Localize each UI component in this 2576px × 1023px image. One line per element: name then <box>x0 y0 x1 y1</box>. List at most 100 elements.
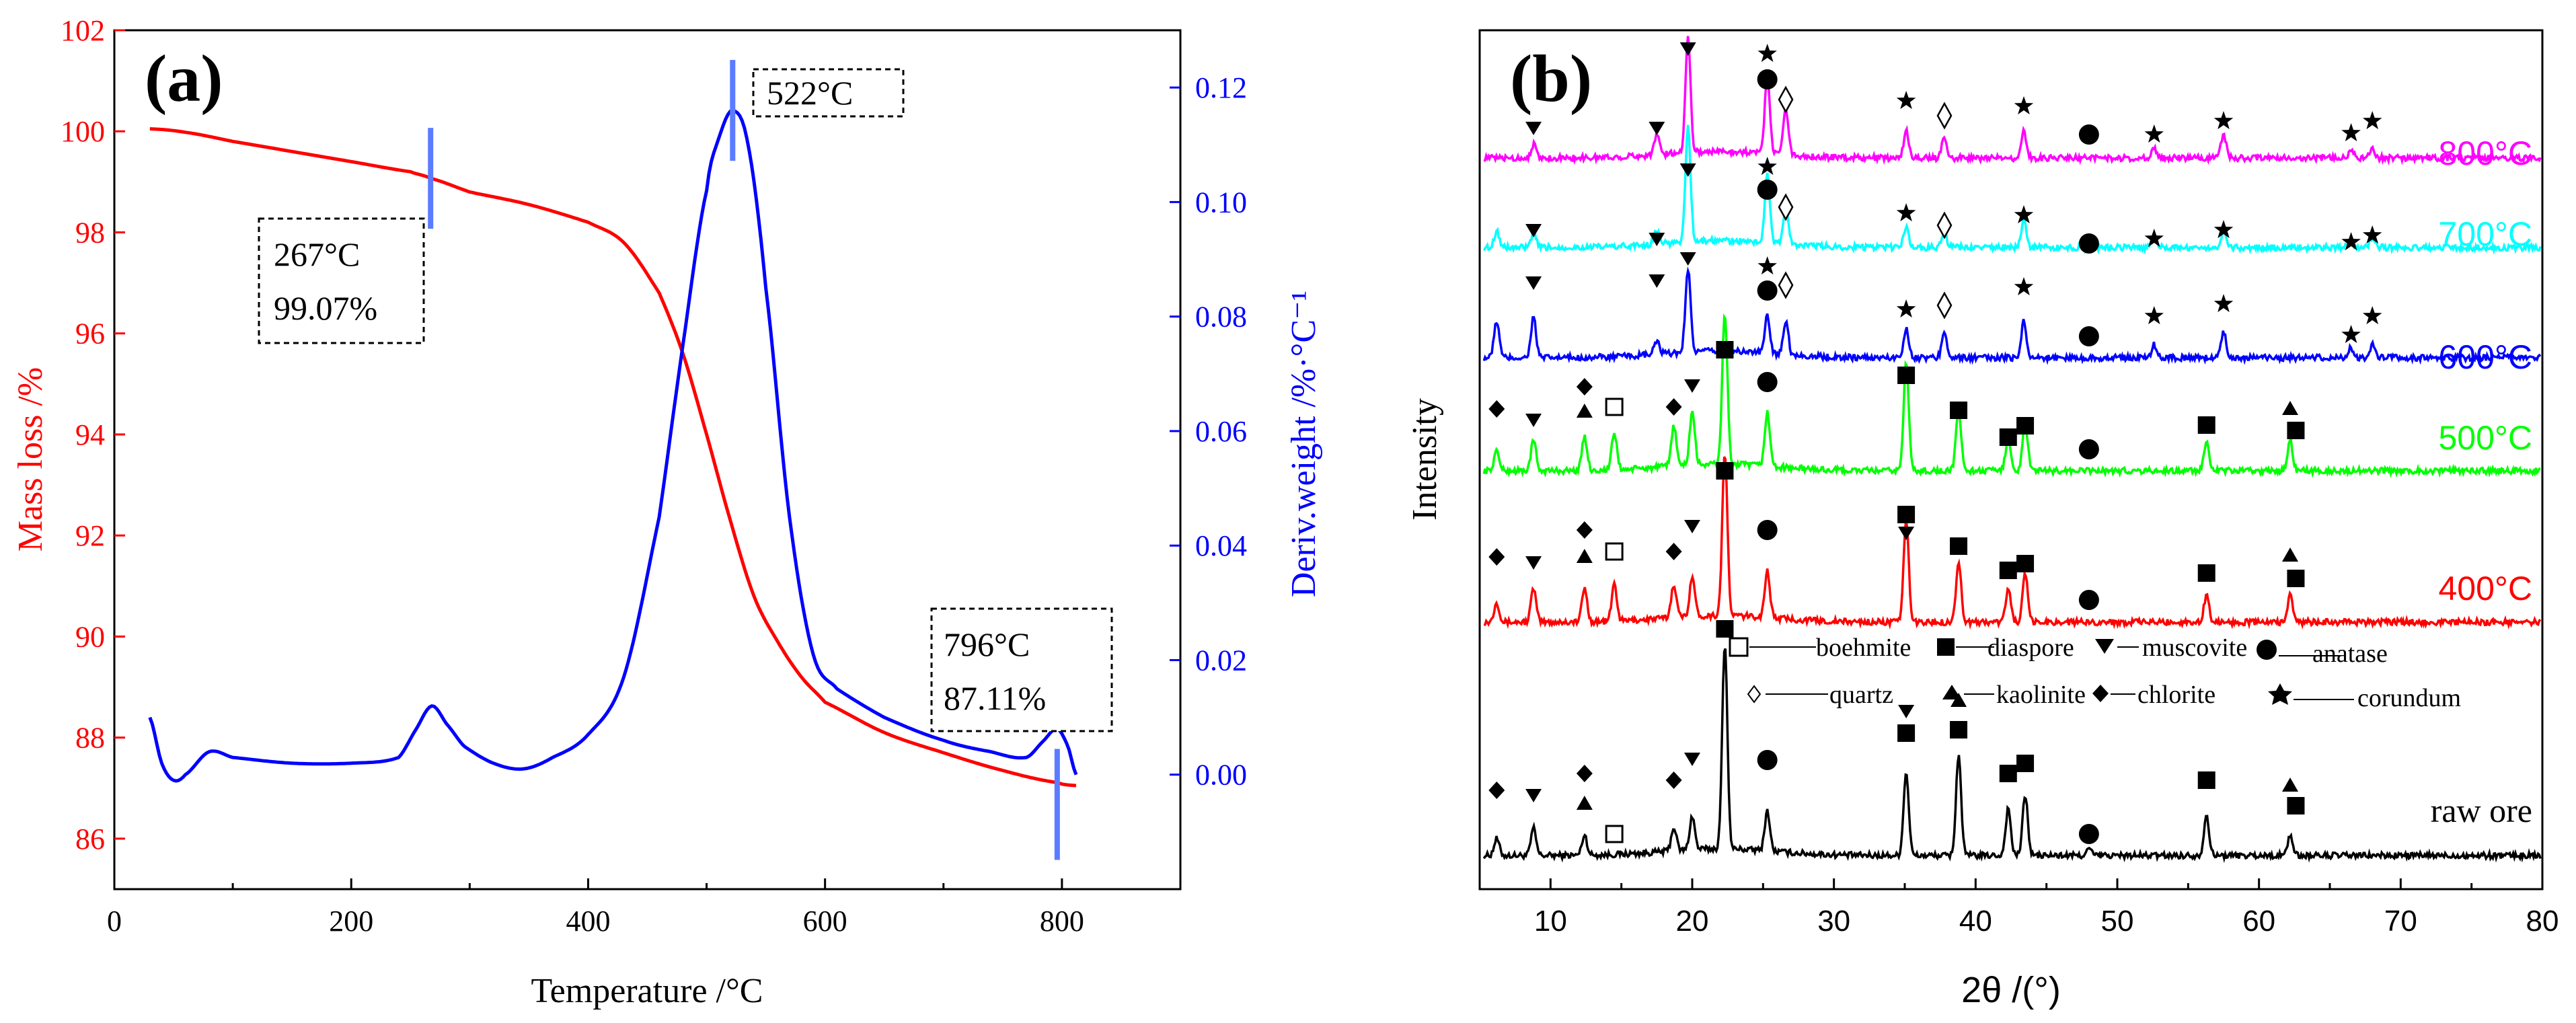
panel-a-x-axis-label: Temperature /°C <box>531 972 763 1010</box>
down-tri-marker <box>1684 520 1700 533</box>
svg-text:796°C: 796°C <box>944 626 1030 663</box>
diamond-marker <box>1488 782 1505 799</box>
star-marker <box>2213 111 2234 130</box>
open-diamond-marker <box>1936 211 1953 239</box>
star-marker <box>1896 203 1916 222</box>
circle-marker <box>2078 439 2099 459</box>
star-marker <box>2362 111 2382 130</box>
down-tri-marker <box>1649 233 1665 246</box>
star-marker <box>1757 256 1777 275</box>
circle-marker <box>1757 372 1778 392</box>
legend-kaolinite: kaolinite <box>1996 681 2086 709</box>
svg-text:87.11%: 87.11% <box>944 679 1046 717</box>
annotation-522c: 522°C <box>752 68 905 118</box>
down-tri-marker <box>1898 705 1915 718</box>
star-marker <box>2144 229 2164 248</box>
raw-ore-pattern <box>1482 648 2542 864</box>
circle-marker <box>1757 69 1778 89</box>
a-y2-tick-label: 0.10 <box>1195 186 1247 219</box>
label-400c: 400°C <box>2438 570 2532 607</box>
panel-a-x-ticks: 0 200 400 600 800 <box>107 878 1084 938</box>
a-y2-tick-label: 0.04 <box>1195 529 1247 562</box>
mass-loss-curve <box>149 127 1077 788</box>
diamond-marker <box>1488 548 1505 566</box>
circle-marker <box>2078 124 2099 145</box>
square-marker <box>2197 416 2215 434</box>
diamond-marker <box>1665 398 1682 416</box>
legend-boehmite: boehmite <box>1816 634 1911 662</box>
xrd-patterns <box>1482 36 2542 864</box>
a-y2-tick-label: 0.00 <box>1195 759 1247 792</box>
legend-anatase: anatase <box>2312 640 2388 668</box>
star-marker <box>2014 96 2034 115</box>
label-raw-ore: raw ore <box>2431 792 2532 829</box>
boehmite-legend-symbol <box>1729 637 1749 657</box>
svg-text:267°C: 267°C <box>274 235 360 273</box>
square-marker <box>1950 721 1968 738</box>
panel-b-x-axis-label: 2θ /(°) <box>1961 970 2061 1010</box>
open-square-marker <box>1605 825 1624 843</box>
square-marker <box>1897 506 1916 523</box>
down-tri-marker <box>1898 527 1915 540</box>
open-diamond-marker <box>1778 271 1794 299</box>
b-x-tick-label: 70 <box>2384 905 2417 938</box>
panel-a: (a) 0 200 400 600 800 86 88 90 92 94 96 98 100 102 0… <box>11 14 1323 1010</box>
open-square-marker <box>1605 542 1624 561</box>
label-500c: 500°C <box>2438 419 2532 457</box>
down-tri-marker <box>1649 122 1665 135</box>
label-700c: 700°C <box>2438 215 2532 253</box>
open-diamond-marker <box>1778 193 1794 221</box>
b-x-tick-label: 50 <box>2101 905 2134 938</box>
up-tri-marker <box>2282 401 2299 415</box>
square-marker <box>1897 367 1916 384</box>
a-x-tick-label: 0 <box>107 905 122 938</box>
down-tri-marker <box>1684 379 1700 393</box>
a-y-tick-label: 90 <box>75 620 105 653</box>
down-tri-marker <box>1679 252 1696 266</box>
anatase-legend-symbol <box>2257 640 2277 660</box>
legend-chlorite: chlorite <box>2137 681 2215 709</box>
legend-corundum: corundum <box>2357 684 2461 712</box>
square-marker <box>1716 341 1734 358</box>
a-y-tick-label: 94 <box>75 418 105 451</box>
square-marker <box>2287 422 2305 439</box>
diamond-marker <box>1488 400 1505 418</box>
star-marker <box>2362 306 2382 325</box>
panel-b-x-ticks: 10 20 30 40 50 60 70 80 <box>1534 878 2559 938</box>
a-x-tick-label: 600 <box>803 905 847 938</box>
square-marker <box>1716 620 1734 638</box>
square-marker <box>2016 417 2035 434</box>
phase-markers <box>1488 42 2382 844</box>
panel-a-y-ticks: 86 88 90 92 94 96 98 100 102 <box>61 14 125 856</box>
panel-a-frame <box>113 29 1182 891</box>
panel-b-label: (b) <box>1510 41 1592 116</box>
square-marker <box>1950 537 1968 555</box>
panel-b-y-axis-label: Intensity <box>1406 398 1444 521</box>
star-marker <box>2014 205 2034 224</box>
pattern-600c <box>1482 266 2542 365</box>
panel-a-y-axis-label: Mass loss /% <box>11 367 50 552</box>
kaolinite-legend-symbol <box>1942 685 1961 699</box>
star-marker <box>1896 299 1916 318</box>
up-tri-marker <box>2282 547 2299 562</box>
a-y-tick-label: 96 <box>75 317 105 350</box>
chlorite-legend-symbol <box>2092 685 2109 702</box>
a-y2-tick-label: 0.06 <box>1195 415 1247 448</box>
star-marker <box>2213 294 2234 313</box>
annotation-796c: 796°C 87.11% <box>930 607 1113 732</box>
a-y-tick-label: 98 <box>75 216 105 249</box>
pattern-500c <box>1482 313 2541 478</box>
circle-marker <box>1757 180 1778 200</box>
diamond-marker <box>1576 378 1593 395</box>
star-marker <box>2362 225 2382 244</box>
star-marker <box>1757 157 1777 176</box>
diamond-marker <box>1576 765 1593 782</box>
down-tri-marker <box>1525 414 1542 427</box>
star-marker <box>2144 124 2164 143</box>
panel-a-label: (a) <box>145 41 223 116</box>
panel-b-frame <box>1478 29 2544 891</box>
quartz-legend-symbol <box>1747 685 1761 704</box>
pattern-700c <box>1482 124 2542 255</box>
muscovite-legend-symbol <box>2095 639 2114 654</box>
